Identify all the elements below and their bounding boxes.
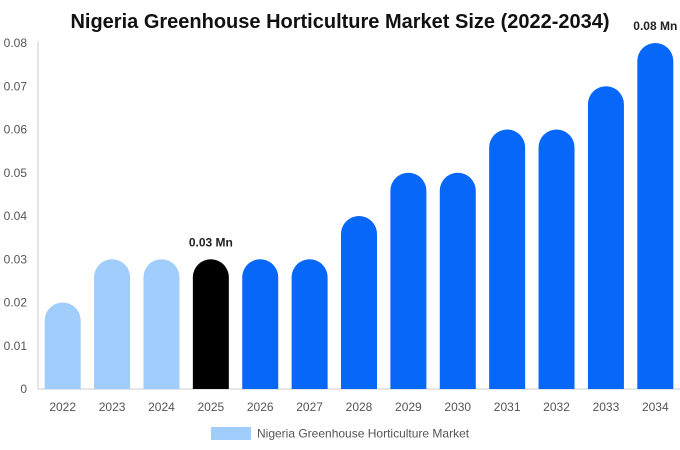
- legend-swatch: [211, 427, 251, 440]
- bar-2033[interactable]: [587, 86, 624, 389]
- y-tick-label: 0.02: [4, 296, 28, 310]
- y-tick-label: 0.08: [4, 36, 28, 50]
- bar-2029[interactable]: [390, 172, 427, 389]
- x-tick-label: 2026: [247, 400, 274, 414]
- bar-2025[interactable]: [192, 259, 229, 389]
- x-tick-label: 2030: [444, 400, 471, 414]
- bar-2031[interactable]: [489, 129, 526, 389]
- x-tick-label: 2034: [642, 400, 669, 414]
- bar-2034[interactable]: [637, 43, 674, 389]
- x-tick-label: 2032: [543, 400, 570, 414]
- bar-2023[interactable]: [94, 259, 131, 389]
- y-tick-label: 0: [20, 382, 27, 396]
- x-tick-label: 2023: [99, 400, 126, 414]
- x-tick-label: 2031: [494, 400, 521, 414]
- bar-2027[interactable]: [291, 259, 328, 389]
- y-tick-label: 0.06: [4, 123, 28, 137]
- x-tick-label: 2022: [49, 400, 76, 414]
- y-axis: 0 0.01 0.02 0.03 0.04 0.05 0.06 0.07 0.08: [4, 36, 39, 396]
- bar-2032[interactable]: [538, 129, 575, 390]
- bar-2026[interactable]: [242, 259, 279, 389]
- x-tick-label: 2028: [346, 400, 373, 414]
- x-axis: 2022 2023 2024 2025 2026 2027 2028 2029 2030 2031…: [38, 388, 680, 414]
- y-tick-label: 0.07: [4, 79, 28, 93]
- legend[interactable]: Nigeria Greenhouse Horticulture Market: [211, 427, 470, 441]
- data-label-2034: 0.08 Mn: [633, 19, 677, 33]
- bars: [44, 43, 674, 390]
- y-tick-label: 0.03: [4, 252, 28, 266]
- y-tick-label: 0.04: [4, 209, 28, 223]
- data-labels: 0.03 Mn 0.08 Mn: [189, 19, 677, 249]
- legend-label: Nigeria Greenhouse Horticulture Market: [257, 427, 470, 441]
- x-tick-label: 2027: [296, 400, 323, 414]
- bar-2024[interactable]: [143, 259, 180, 389]
- bar-2028[interactable]: [341, 216, 377, 389]
- x-tick-label: 2029: [395, 400, 422, 414]
- x-tick-label: 2033: [593, 400, 620, 414]
- bar-2030[interactable]: [439, 172, 476, 389]
- chart-title: Nigeria Greenhouse Horticulture Market S…: [70, 11, 609, 33]
- bar-2022[interactable]: [44, 302, 81, 390]
- x-tick-label: 2024: [148, 400, 175, 414]
- y-tick-label: 0.01: [4, 339, 28, 353]
- x-tick-label: 2025: [197, 400, 224, 414]
- data-label-2025: 0.03 Mn: [189, 235, 233, 249]
- y-tick-label: 0.05: [4, 166, 28, 180]
